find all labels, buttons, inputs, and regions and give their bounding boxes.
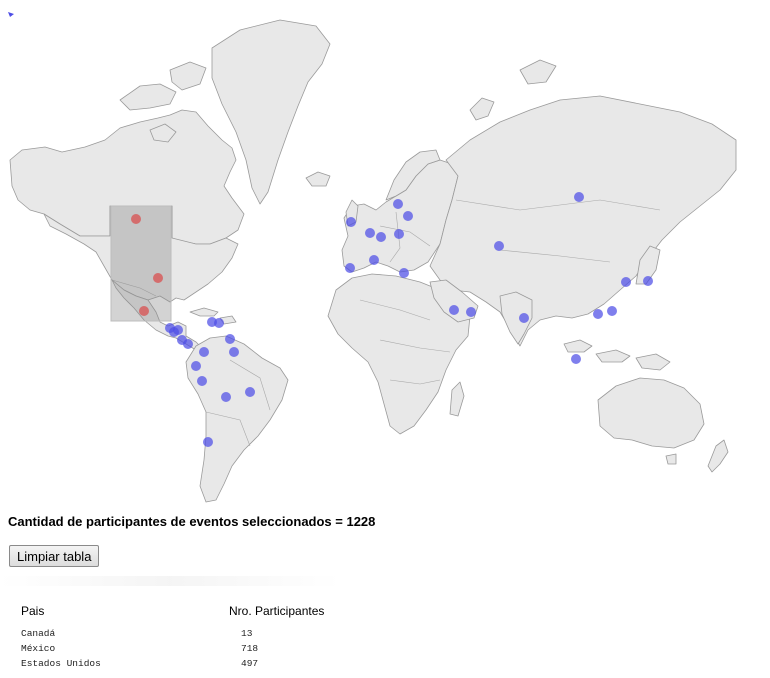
event-point[interactable]	[466, 307, 476, 317]
event-point[interactable]	[245, 387, 255, 397]
land-indonesia-3	[635, 353, 671, 371]
event-point[interactable]	[394, 229, 404, 239]
header-participants: Nro. Participantes	[229, 604, 325, 618]
row-country: México	[21, 643, 56, 654]
event-point[interactable]	[571, 354, 581, 364]
event-point[interactable]	[593, 309, 603, 319]
clear-table-button[interactable]: Limpiar tabla	[9, 545, 100, 567]
row-country: Canadá	[21, 628, 56, 639]
event-point[interactable]	[621, 277, 631, 287]
event-point[interactable]	[214, 318, 224, 328]
header-country: Pais	[21, 604, 45, 618]
event-point[interactable]	[225, 334, 235, 344]
land-australia	[597, 377, 705, 449]
event-point[interactable]	[221, 392, 231, 402]
land-japan	[635, 245, 661, 285]
land-greenland	[211, 19, 331, 205]
event-point-selected[interactable]	[139, 306, 149, 316]
event-point[interactable]	[574, 192, 584, 202]
land-arabia	[429, 279, 479, 323]
land-cuba	[189, 307, 219, 317]
event-point[interactable]	[403, 211, 413, 221]
event-point[interactable]	[183, 339, 193, 349]
land-tasmania	[665, 453, 677, 465]
event-point[interactable]	[369, 255, 379, 265]
event-point[interactable]	[197, 376, 207, 386]
event-point[interactable]	[607, 306, 617, 316]
land-arctic-islands-2	[169, 61, 207, 91]
row-country: Estados Unidos	[21, 658, 101, 669]
event-point-selected[interactable]	[153, 273, 163, 283]
event-point[interactable]	[173, 325, 183, 335]
land-indonesia-1	[563, 339, 593, 353]
event-point[interactable]	[346, 217, 356, 227]
event-point[interactable]	[345, 263, 355, 273]
land-indonesia-2	[595, 349, 631, 363]
row-participants: 13	[241, 628, 253, 639]
event-point[interactable]	[191, 361, 201, 371]
event-point[interactable]	[365, 228, 375, 238]
land-new-zealand	[707, 439, 729, 473]
event-point[interactable]	[399, 268, 409, 278]
event-point[interactable]	[643, 276, 653, 286]
event-point[interactable]	[449, 305, 459, 315]
event-point-selected[interactable]	[131, 214, 141, 224]
land-iceland	[305, 171, 331, 187]
event-point[interactable]	[393, 199, 403, 209]
corner-marker	[8, 12, 14, 17]
row-participants: 497	[241, 658, 259, 669]
land-africa	[327, 273, 471, 435]
land-asia	[429, 95, 737, 347]
event-point[interactable]	[519, 313, 529, 323]
summary-text: Cantidad de participantes de eventos sel…	[8, 514, 376, 529]
land-scandinavia	[385, 149, 441, 201]
land-india	[499, 291, 533, 345]
land-novaya-zemlya	[469, 97, 495, 121]
event-point[interactable]	[229, 347, 239, 357]
divider	[0, 576, 340, 586]
event-point[interactable]	[199, 347, 209, 357]
event-point[interactable]	[203, 437, 213, 447]
event-point[interactable]	[494, 241, 504, 251]
event-points	[131, 192, 653, 447]
land-russia-arctic-islands	[519, 59, 557, 85]
world-map[interactable]	[0, 0, 770, 510]
land-madagascar	[449, 381, 465, 417]
row-participants: 718	[241, 643, 259, 654]
selection-rectangle[interactable]	[110, 205, 172, 322]
event-point[interactable]	[376, 232, 386, 242]
land-arctic-islands-1	[119, 83, 177, 111]
land-arctic-islands-3	[149, 123, 177, 143]
